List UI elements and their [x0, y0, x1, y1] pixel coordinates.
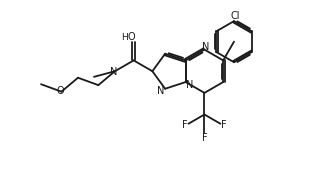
Text: F: F — [202, 133, 207, 143]
Text: N: N — [202, 42, 209, 52]
Text: N: N — [186, 80, 193, 90]
Text: H: H — [121, 33, 128, 42]
Text: N: N — [110, 67, 118, 77]
Text: N: N — [157, 86, 165, 96]
Text: O: O — [57, 86, 64, 96]
Text: F: F — [182, 120, 187, 130]
Text: Cl: Cl — [230, 11, 240, 21]
Text: O: O — [128, 32, 135, 42]
Text: F: F — [221, 120, 227, 130]
